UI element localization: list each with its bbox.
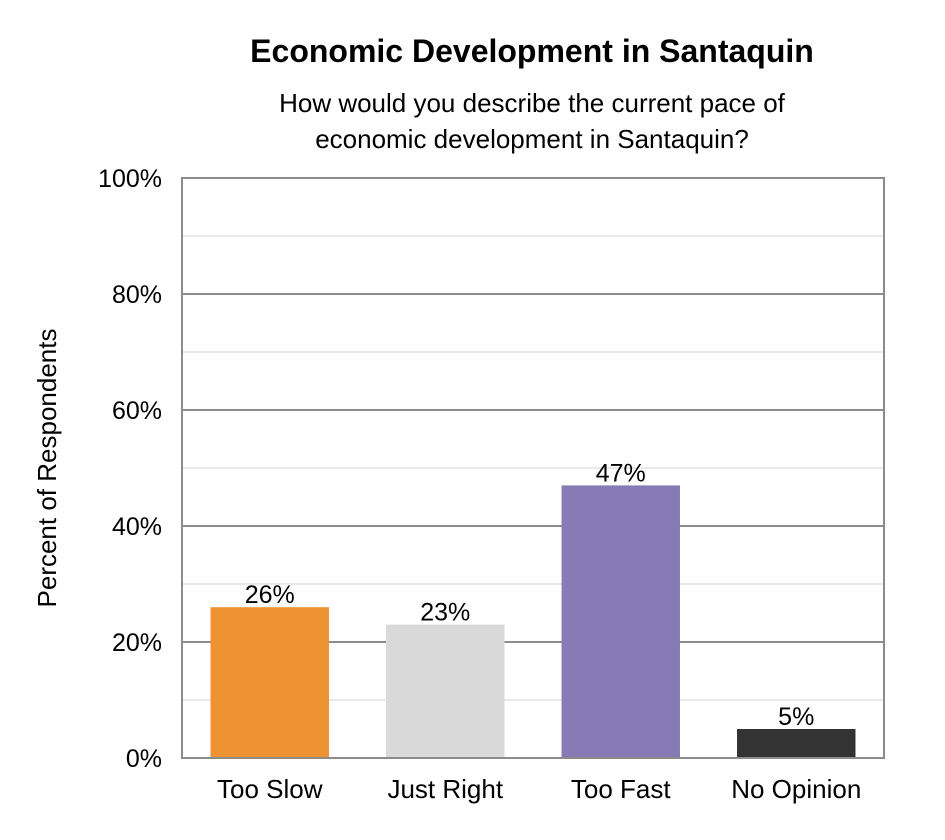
y-tick-label: 60%	[112, 397, 162, 425]
bar-too-fast	[561, 485, 680, 758]
x-axis-categories: Too Slow Just Right Too Fast No Opinion	[217, 774, 861, 804]
category-label-too-fast: Too Fast	[571, 774, 671, 804]
category-label-no-opinion: No Opinion	[731, 774, 861, 804]
y-axis-title: Percent of Respondents	[32, 329, 62, 608]
bar-just-right	[386, 624, 505, 758]
data-label-too-slow: 26%	[245, 581, 295, 609]
y-tick-label: 0%	[126, 745, 162, 773]
bar-no-opinion	[737, 729, 856, 758]
chart-subtitle-line-2: economic development in Santaquin?	[315, 124, 749, 154]
category-label-too-slow: Too Slow	[217, 774, 323, 804]
plot-area-border	[181, 177, 885, 759]
y-tick-label: 100%	[98, 165, 162, 193]
data-label-just-right: 23%	[420, 599, 470, 627]
data-label-too-fast: 47%	[596, 459, 646, 487]
chart-subtitle-line-1: How would you describe the current pace …	[279, 88, 786, 118]
data-label-no-opinion: 5%	[778, 703, 814, 731]
y-tick-label: 80%	[112, 281, 162, 309]
bars	[210, 485, 856, 758]
y-tick-label: 40%	[112, 513, 162, 541]
y-axis-ticks: 0% 20% 40% 60% 80% 100%	[98, 165, 162, 773]
data-labels: 26% 23% 47% 5%	[245, 459, 815, 731]
chart-title: Economic Development in Santaquin	[250, 33, 814, 69]
bar-too-slow	[210, 607, 329, 758]
y-tick-label: 20%	[112, 629, 162, 657]
category-label-just-right: Just Right	[387, 774, 503, 804]
